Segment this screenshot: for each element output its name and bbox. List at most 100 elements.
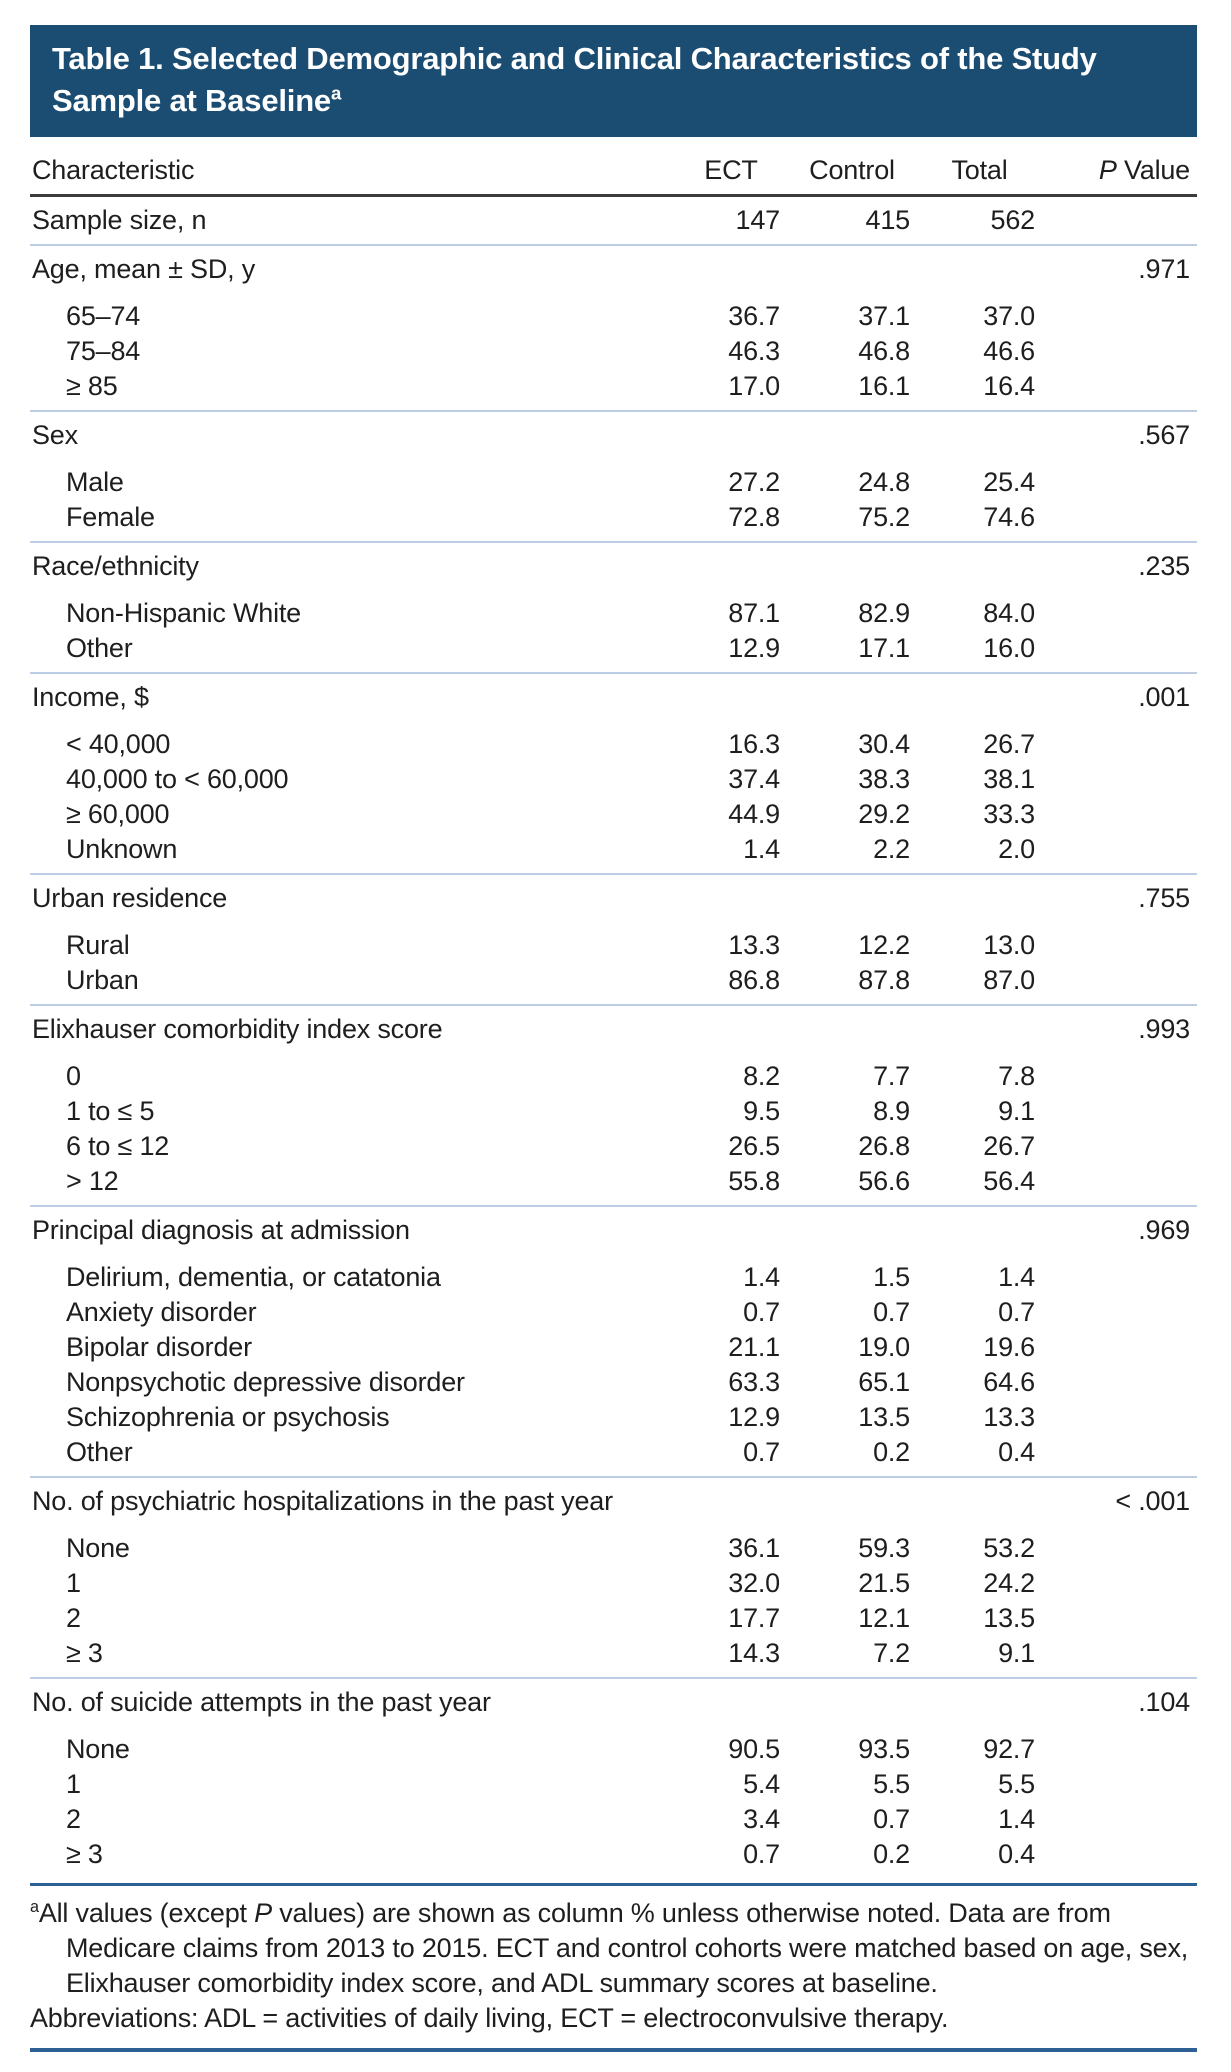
footnote-a-italic-p: P bbox=[254, 1898, 272, 1928]
col-header-p-value: P Value bbox=[1042, 153, 1197, 197]
control-value bbox=[787, 542, 917, 588]
total-value: 16.4 bbox=[917, 369, 1042, 412]
ect-value: 72.8 bbox=[675, 500, 787, 543]
control-value bbox=[787, 1206, 917, 1252]
total-value bbox=[917, 1206, 1042, 1252]
total-value: 64.6 bbox=[983, 1367, 1035, 1397]
row-label: 2 bbox=[66, 1603, 81, 1633]
total-value: 26.7 bbox=[983, 1131, 1035, 1161]
total-value: 13.3 bbox=[983, 1402, 1035, 1432]
p-value bbox=[1042, 1837, 1197, 1878]
control-value: 65.1 bbox=[858, 1367, 910, 1397]
p-value: .969 bbox=[1138, 1215, 1190, 1245]
col-header-ect: ECT bbox=[675, 153, 787, 197]
footnote-a-text-1: All values (except bbox=[38, 1898, 255, 1928]
table-title: Table 1. Selected Demographic and Clinic… bbox=[52, 38, 1175, 122]
total-value: 0.4 bbox=[998, 1839, 1035, 1869]
section-row: Elixhauser comorbidity index score .993 bbox=[30, 1005, 1197, 1051]
ect-value bbox=[675, 1678, 787, 1724]
row-label: Non-Hispanic White bbox=[66, 598, 301, 628]
p-value bbox=[1042, 195, 1197, 246]
total-value: 56.4 bbox=[917, 1164, 1042, 1207]
p-value bbox=[1042, 1523, 1197, 1566]
ect-value: 14.3 bbox=[675, 1636, 787, 1679]
table-bottom-rule bbox=[30, 1883, 1197, 1886]
table-row: < 40,000 16.3 30.4 26.7 bbox=[30, 719, 1197, 762]
row-label: Urban bbox=[30, 963, 675, 1006]
table-row: ≥ 3 14.3 7.2 9.1 bbox=[30, 1636, 1197, 1679]
control-value: 24.8 bbox=[858, 467, 910, 497]
total-value: 84.0 bbox=[983, 598, 1035, 628]
table-row: 2 3.4 0.7 1.4 bbox=[30, 1802, 1197, 1837]
row-label: Other bbox=[30, 631, 675, 674]
row-label: Female bbox=[30, 500, 675, 543]
ect-value: 27.2 bbox=[728, 467, 780, 497]
control-value: 8.9 bbox=[873, 1096, 910, 1126]
ect-value: 1.4 bbox=[743, 1262, 780, 1292]
p-value: .104 bbox=[1138, 1687, 1190, 1717]
p-value bbox=[1042, 1252, 1197, 1295]
table-row: Female 72.8 75.2 74.6 bbox=[30, 500, 1197, 543]
ect-value: 36.1 bbox=[728, 1533, 780, 1563]
control-value bbox=[787, 411, 917, 457]
control-value: 21.5 bbox=[858, 1568, 910, 1598]
table-row: 75–84 46.3 46.8 46.6 bbox=[30, 334, 1197, 369]
section-row: Principal diagnosis at admission .969 bbox=[30, 1206, 1197, 1252]
p-value bbox=[1042, 963, 1197, 1006]
total-value bbox=[917, 411, 1042, 457]
row-label: None bbox=[66, 1734, 130, 1764]
row-label: Male bbox=[66, 467, 124, 497]
table-row: > 12 55.8 56.6 56.4 bbox=[30, 1164, 1197, 1207]
table-row: Other 12.9 17.1 16.0 bbox=[30, 631, 1197, 674]
section-row: No. of psychiatric hospitalizations in t… bbox=[30, 1477, 1197, 1523]
p-value-rest: Value bbox=[1116, 155, 1190, 185]
p-value bbox=[1042, 1636, 1197, 1679]
control-value bbox=[787, 1005, 917, 1051]
row-label: ≥ 3 bbox=[66, 1839, 103, 1869]
p-value bbox=[1042, 291, 1197, 334]
p-value bbox=[1042, 1094, 1197, 1129]
table-row: Unknown 1.4 2.2 2.0 bbox=[30, 832, 1197, 875]
row-label: < 40,000 bbox=[66, 729, 171, 759]
total-value: 87.0 bbox=[917, 963, 1042, 1006]
table-row: 40,000 to < 60,000 37.4 38.3 38.1 bbox=[30, 762, 1197, 797]
ect-value: 9.5 bbox=[743, 1096, 780, 1126]
total-value: 0.4 bbox=[917, 1435, 1042, 1478]
row-label: 75–84 bbox=[66, 336, 141, 366]
p-value bbox=[1042, 457, 1197, 500]
p-value bbox=[1042, 920, 1197, 963]
total-value: 19.6 bbox=[983, 1332, 1035, 1362]
ect-value: 0.7 bbox=[743, 1839, 780, 1869]
total-value: 38.1 bbox=[983, 764, 1035, 794]
table-row: 1 to ≤ 5 9.5 8.9 9.1 bbox=[30, 1094, 1197, 1129]
row-label: Anxiety disorder bbox=[66, 1297, 257, 1327]
p-value bbox=[1042, 1435, 1197, 1478]
ect-value: 90.5 bbox=[728, 1734, 780, 1764]
row-label: 1 to ≤ 5 bbox=[66, 1096, 155, 1126]
table-row: Male 27.2 24.8 25.4 bbox=[30, 457, 1197, 500]
control-value bbox=[787, 1477, 917, 1523]
total-value: 46.6 bbox=[983, 336, 1035, 366]
control-value: 59.3 bbox=[858, 1533, 910, 1563]
total-value: 562 bbox=[917, 195, 1042, 246]
total-value: 2.0 bbox=[917, 832, 1042, 875]
section-label: Sex bbox=[32, 420, 78, 450]
control-value: 56.6 bbox=[787, 1164, 917, 1207]
section-label: Age, mean ± SD, y bbox=[32, 254, 256, 284]
table-title-line2: Sample at Baseline bbox=[52, 83, 331, 118]
total-value: 37.0 bbox=[983, 301, 1035, 331]
row-label: 2 bbox=[66, 1804, 81, 1834]
p-value bbox=[1042, 832, 1197, 875]
p-value bbox=[1042, 1400, 1197, 1435]
total-value bbox=[917, 874, 1042, 920]
total-value: 24.2 bbox=[983, 1568, 1035, 1598]
total-value: 25.4 bbox=[983, 467, 1035, 497]
control-value: 0.2 bbox=[873, 1839, 910, 1869]
section-row: Age, mean ± SD, y .971 bbox=[30, 245, 1197, 291]
total-value bbox=[917, 245, 1042, 291]
total-value: 0.7 bbox=[998, 1297, 1035, 1327]
row-label: Nonpsychotic depressive disorder bbox=[66, 1367, 465, 1397]
ect-value bbox=[675, 245, 787, 291]
section-label: No. of suicide attempts in the past year bbox=[32, 1687, 491, 1717]
